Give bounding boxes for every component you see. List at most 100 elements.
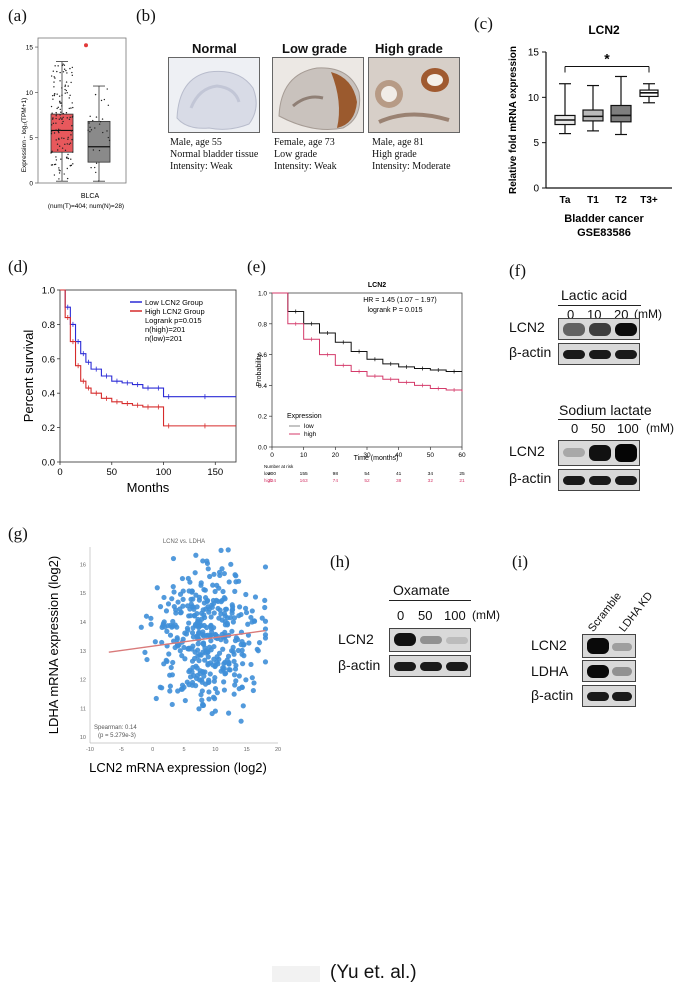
data-point [69, 116, 71, 119]
scatter-point [180, 596, 186, 602]
scatter-point [239, 684, 245, 691]
scatter-point [177, 648, 183, 654]
data-point [56, 149, 59, 151]
scatter-point [211, 656, 217, 662]
box-T1 [582, 109, 604, 122]
scatter-point [162, 624, 168, 630]
chart-d: 0.0 0.2 0.4 0.6 0.8 1.0 0 50 100 150 Months Percent… [22, 286, 237, 495]
scatter-point [180, 588, 186, 594]
scatter-point [157, 604, 164, 610]
row-label-actin: β-actin [338, 657, 381, 673]
panel-label-f: (f) [509, 261, 526, 280]
attribution-text: (Yu et. al.) [330, 962, 417, 983]
data-point [90, 166, 92, 169]
tick-label: 10 [300, 452, 308, 459]
tissue-title-high-grade: High grade [375, 41, 443, 56]
legend-title: Expression [287, 413, 322, 420]
data-point [92, 119, 94, 122]
scatter-point [198, 582, 204, 588]
data-point [59, 170, 61, 172]
blot-oxamate-actin [389, 655, 471, 677]
scatter-point [153, 695, 159, 702]
scatter-point [192, 623, 199, 629]
scatter-point [211, 571, 217, 577]
scatter-point [173, 610, 179, 616]
scatter-point [171, 603, 177, 610]
scatter-point [262, 635, 269, 641]
scatter-point [230, 644, 236, 650]
row-label-lcn2: LCN2 [531, 637, 567, 653]
scatter-point [250, 687, 256, 694]
data-point [53, 81, 55, 83]
scatter-point [199, 679, 205, 685]
data-point [71, 151, 74, 153]
scatter-point [217, 607, 223, 613]
scatter-point [186, 682, 192, 688]
scatter-point [262, 597, 268, 604]
tick-label: 20 [332, 452, 340, 459]
data-point [51, 112, 53, 114]
data-point [59, 71, 61, 74]
scatter-point [179, 575, 186, 582]
data-point [58, 118, 60, 120]
scatter-point [205, 679, 211, 686]
tissue-caption-line: High grade [372, 149, 417, 160]
blot-lactic-lcn2 [558, 318, 640, 340]
data-point [56, 70, 58, 73]
scatter-point [208, 614, 214, 620]
tick-label: 0 [151, 747, 154, 753]
tissue-caption-line: Female, age 73 [274, 137, 335, 148]
scatter-point [199, 688, 205, 694]
row-label-lcn2: LCN2 [509, 443, 545, 459]
scatter-point [226, 579, 232, 585]
scatter-point [232, 572, 238, 578]
data-point [67, 136, 69, 139]
data-point [70, 130, 73, 132]
survival-curve-low [272, 292, 462, 373]
data-point [61, 118, 63, 121]
scatter-point [222, 670, 229, 676]
lactic-bracket [558, 305, 641, 306]
risk-value-low: 155 [300, 471, 308, 477]
scatter-point [191, 655, 198, 662]
scatter-point [193, 552, 199, 558]
scatter-point [185, 627, 191, 633]
scatter-point [190, 634, 197, 640]
scatter-point [220, 588, 226, 595]
scatter-point [207, 573, 213, 580]
scatter-point [225, 547, 231, 553]
oxamate-title: Oxamate [393, 582, 450, 598]
scatter-point [212, 708, 218, 714]
data-point [50, 75, 53, 77]
scatter-point [175, 599, 181, 605]
scatter-point [237, 604, 243, 610]
scatter-point [191, 612, 197, 619]
data-point [55, 115, 57, 117]
scatter-point [231, 672, 238, 678]
tick-label: 150 [207, 467, 223, 478]
data-point [59, 114, 61, 116]
data-point [51, 164, 54, 166]
tick-label: 0 [270, 452, 274, 459]
tick-label: 0.0 [42, 458, 55, 469]
tick-label: 15 [26, 45, 34, 52]
data-point [60, 158, 62, 160]
tissue-caption-line: Normal bladder tissue [170, 149, 259, 160]
risk-value-high: 74 [333, 478, 339, 484]
data-point [62, 71, 65, 73]
scatter-point [196, 706, 202, 712]
risk-value-low: 34 [428, 471, 434, 477]
data-point [69, 165, 72, 167]
data-point [58, 95, 61, 97]
tissue-title-low-grade: Low grade [282, 41, 348, 56]
scatter-point [205, 654, 211, 660]
scatter-point [172, 644, 178, 651]
sodium-title: Sodium lactate [559, 402, 652, 418]
scatter-point [231, 691, 237, 697]
data-point [66, 72, 68, 74]
scatter-point [170, 584, 176, 590]
data-point [55, 111, 57, 114]
scatter-point [152, 639, 158, 645]
scatter-point [200, 668, 206, 675]
scatter-point [203, 648, 209, 654]
